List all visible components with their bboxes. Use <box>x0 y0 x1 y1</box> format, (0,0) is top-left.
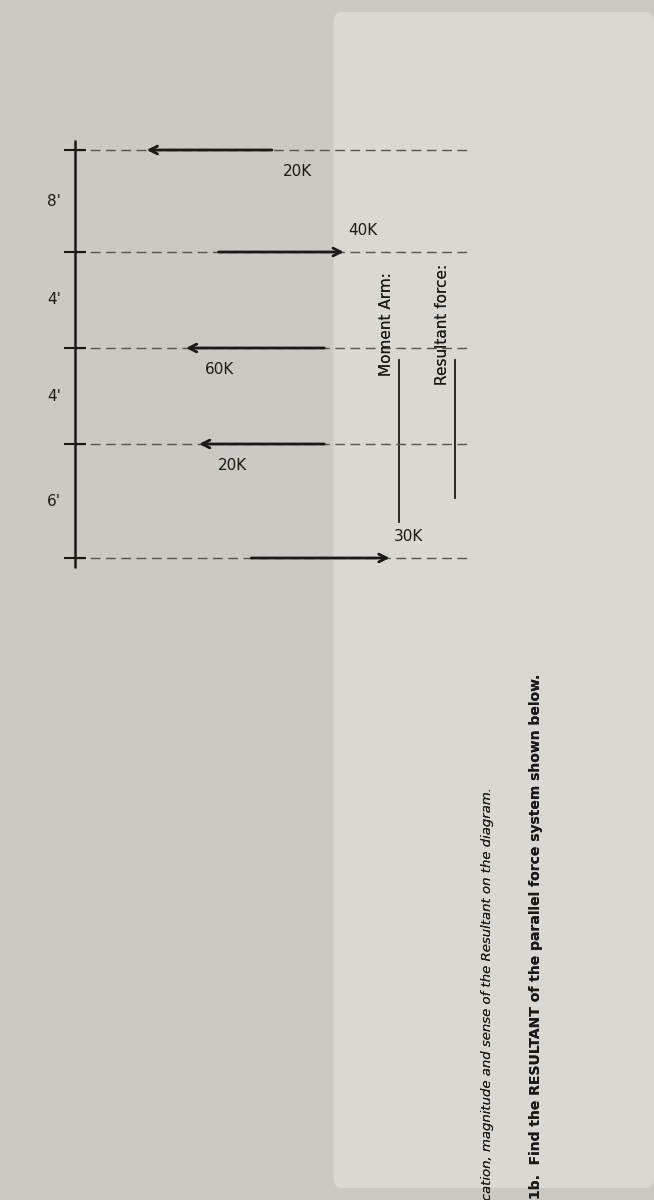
Text: 8': 8' <box>47 193 61 209</box>
Text: Resultant force:: Resultant force: <box>435 264 450 384</box>
Text: 1b.  Find the RESULTANT of the parallel force system shown below.: 1b. Find the RESULTANT of the parallel f… <box>529 673 543 1199</box>
Text: 4': 4' <box>47 293 61 307</box>
Text: 60K: 60K <box>205 362 233 377</box>
Text: 30K: 30K <box>394 529 423 544</box>
Text: Show the location, magnitude and sense of the Resultant on the diagram.: Show the location, magnitude and sense o… <box>481 786 494 1200</box>
Text: 4': 4' <box>47 389 61 403</box>
Text: Moment Arm:: Moment Arm: <box>379 272 394 376</box>
FancyBboxPatch shape <box>334 12 654 1188</box>
Text: 40K: 40K <box>349 223 377 238</box>
Text: 6': 6' <box>47 493 61 509</box>
Text: 1b.  Find the RESULTANT of the parallel force system shown below.: 1b. Find the RESULTANT of the parallel f… <box>529 673 543 1199</box>
Text: Show the location, magnitude and sense of the Resultant on the diagram.: Show the location, magnitude and sense o… <box>481 786 494 1200</box>
Text: 20K: 20K <box>218 458 247 473</box>
Text: 20K: 20K <box>283 164 312 179</box>
Text: Resultant force:: Resultant force: <box>435 264 450 384</box>
Text: Moment Arm:: Moment Arm: <box>379 272 394 376</box>
